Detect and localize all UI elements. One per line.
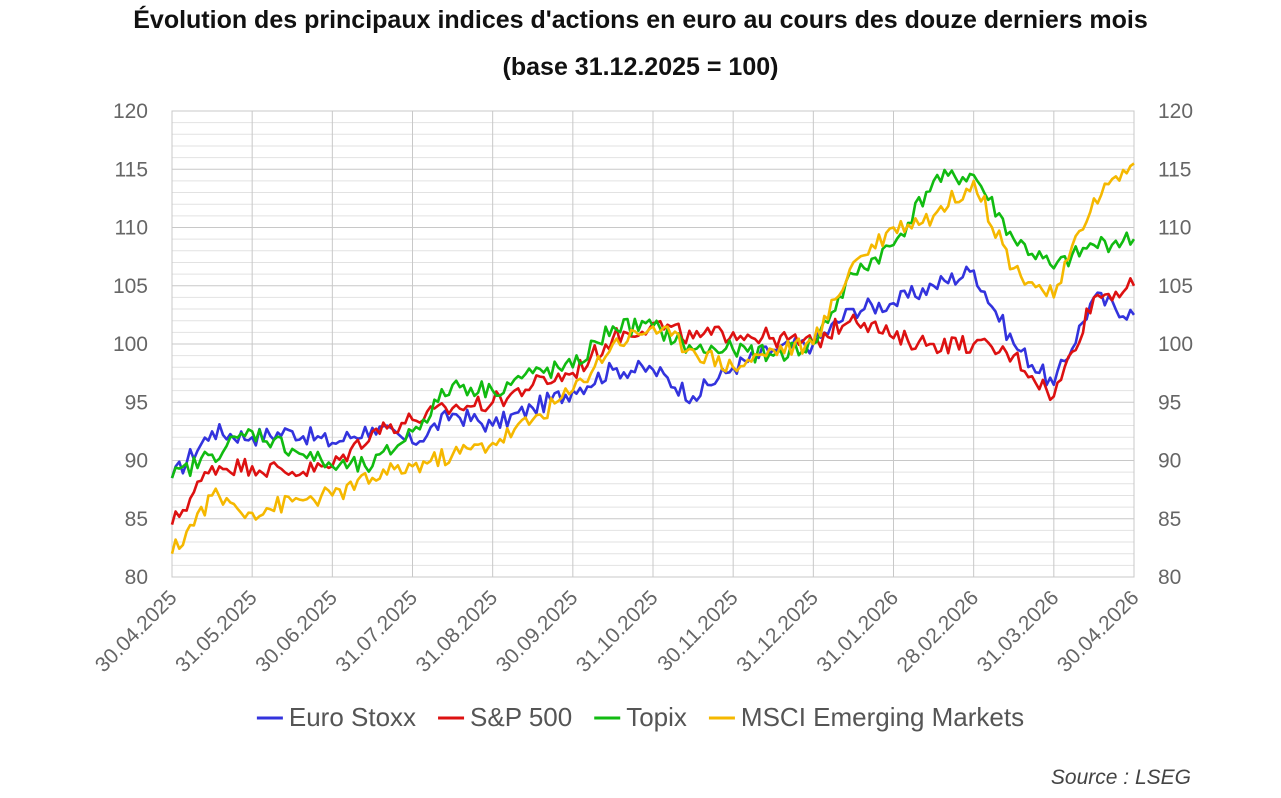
y-tick-label-left: 90 bbox=[125, 450, 148, 473]
legend-label-euro-stoxx: Euro Stoxx bbox=[289, 702, 416, 732]
y-tick-label-left: 80 bbox=[125, 566, 148, 589]
axes: 80 80 85 85 90 90 95 95 100 100 105 105 110 110 115 115… bbox=[91, 100, 1193, 677]
y-tick-label-right: 85 bbox=[1158, 508, 1181, 531]
plot-area bbox=[171, 110, 1135, 578]
y-tick-label-left: 95 bbox=[125, 391, 148, 414]
x-tick-label: 31.07.2025 bbox=[331, 586, 422, 677]
legend-label-topix: Topix bbox=[626, 702, 687, 732]
x-tick-label: 31.05.2025 bbox=[171, 586, 262, 677]
x-tick-label: 31.08.2025 bbox=[412, 586, 503, 677]
plot-lines bbox=[170, 162, 1136, 555]
x-tick-label: 30.06.2025 bbox=[251, 586, 342, 677]
y-tick-label-right: 110 bbox=[1158, 217, 1191, 240]
y-tick-label-right: 115 bbox=[1158, 158, 1191, 181]
series-line-msci-emerging-markets bbox=[170, 162, 1135, 555]
x-tick-label: 30.04.2025 bbox=[91, 586, 182, 677]
source-note: Source : LSEG bbox=[1050, 766, 1191, 789]
y-tick-label-right: 105 bbox=[1158, 275, 1193, 298]
y-tick-label-left: 105 bbox=[113, 275, 148, 298]
y-tick-label-right: 80 bbox=[1158, 566, 1181, 589]
y-tick-label-right: 100 bbox=[1158, 333, 1193, 356]
y-tick-label-left: 120 bbox=[113, 100, 148, 123]
x-tick-label: 30.04.2026 bbox=[1053, 586, 1144, 677]
y-tick-label-left: 115 bbox=[115, 158, 148, 181]
x-tick-label: 31.12.2025 bbox=[732, 586, 823, 677]
y-tick-label-right: 90 bbox=[1158, 450, 1181, 473]
x-tick-label: 28.02.2026 bbox=[893, 586, 984, 677]
series-line-euro-stoxx bbox=[170, 265, 1136, 479]
x-tick-label: 30.09.2025 bbox=[492, 586, 583, 677]
x-tick-label: 30.11.2025 bbox=[653, 586, 742, 675]
legend: Euro Stoxx S&P 500 Topix MSCI Emerging Mark… bbox=[256, 702, 1024, 732]
grid bbox=[171, 110, 1135, 578]
y-tick-label-right: 95 bbox=[1158, 391, 1181, 414]
legend-label-s-p-500: S&P 500 bbox=[470, 702, 572, 732]
x-tick-label: 31.01.2026 bbox=[812, 586, 903, 677]
x-tick-label: 31.03.2026 bbox=[973, 586, 1064, 677]
y-tick-label-left: 100 bbox=[113, 333, 148, 356]
y-tick-label-left: 110 bbox=[115, 217, 148, 240]
legend-label-msci-emerging-markets: MSCI Emerging Markets bbox=[741, 702, 1024, 732]
y-tick-label-left: 85 bbox=[125, 508, 148, 531]
chart-title: Évolution des principaux indices d'actio… bbox=[133, 6, 1148, 34]
x-tick-label: 31.10.2025 bbox=[572, 586, 663, 677]
y-tick-label-right: 120 bbox=[1158, 100, 1193, 123]
chart-subtitle: (base 31.12.2025 = 100) bbox=[502, 53, 779, 81]
